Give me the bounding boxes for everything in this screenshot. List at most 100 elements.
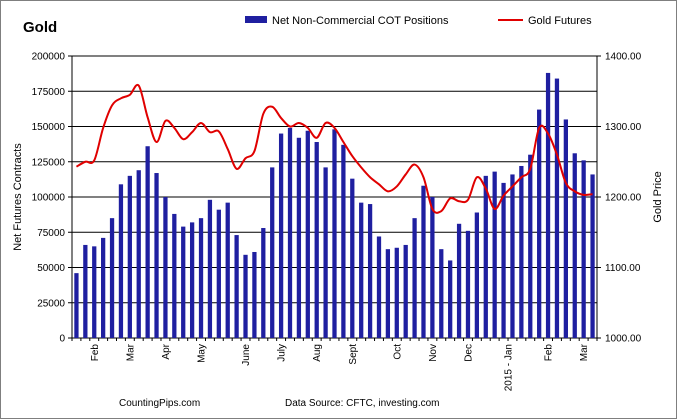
y-left-tick-label: 125000 — [32, 157, 66, 168]
chart-title: Gold — [23, 19, 57, 36]
x-month-label: July — [277, 344, 288, 362]
cot-bar — [412, 218, 417, 338]
cot-bar — [172, 213, 177, 338]
y-axis-right: 1000.00 1100.00 1200.00 1300.00 1400.00 — [597, 52, 642, 345]
cot-bar — [350, 178, 355, 338]
cot-bar — [109, 218, 115, 338]
cot-bar — [118, 184, 124, 338]
x-month-label: Dec — [463, 344, 474, 362]
cot-bar — [341, 144, 346, 338]
cot-bar — [287, 127, 293, 338]
cot-bar — [581, 160, 586, 338]
cot-bar — [376, 236, 382, 338]
gold-price-line — [75, 83, 593, 214]
cot-bar — [278, 133, 284, 338]
cot-bar — [243, 254, 248, 338]
cot-bar — [181, 226, 186, 338]
cot-bar — [270, 167, 275, 338]
cot-bar — [545, 72, 551, 339]
y-left-tick-label: 75000 — [37, 228, 65, 239]
cot-bar — [261, 228, 266, 338]
y-axis-left-title: Net Futures Contracts — [12, 143, 24, 251]
cot-bar — [92, 246, 97, 338]
footer-source: Data Source: CFTC, investing.com — [285, 398, 440, 409]
x-month-label: June — [241, 344, 252, 366]
cot-bar — [314, 142, 319, 338]
x-month-label: Nov — [428, 344, 439, 362]
y-axis-right-title: Gold Price — [652, 171, 664, 222]
cot-bar — [305, 130, 310, 338]
cot-bar — [465, 230, 471, 338]
cot-bar — [145, 146, 150, 338]
x-month-label: Mar — [579, 343, 590, 361]
cot-bars — [74, 72, 595, 339]
cot-bar — [154, 173, 159, 338]
y-left-tick-label: 100000 — [32, 193, 66, 204]
x-month-label: Apr — [161, 343, 172, 359]
cot-bar — [510, 174, 515, 338]
y-right-tick-label: 1300.00 — [605, 122, 642, 133]
cot-bar — [554, 78, 560, 338]
cot-bar — [394, 247, 399, 338]
x-month-label: May — [197, 344, 208, 363]
legend: Net Non-Commercial COT Positions Gold Fu… — [245, 15, 592, 27]
cot-bar — [225, 202, 230, 338]
cot-bar — [163, 197, 168, 338]
cot-bar — [74, 273, 79, 338]
x-month-label: Mar — [125, 343, 136, 361]
cot-bar — [590, 174, 595, 338]
cot-bar — [501, 182, 506, 338]
cot-bar — [252, 251, 257, 338]
cot-bar — [448, 260, 453, 338]
legend-line-label: Gold Futures — [528, 15, 592, 27]
cot-bar — [332, 129, 337, 338]
y-right-tick-label: 1000.00 — [605, 334, 642, 345]
x-month-label: Feb — [90, 344, 101, 362]
x-month-label: Aug — [312, 344, 323, 362]
y-right-tick-label: 1100.00 — [605, 263, 641, 274]
legend-bars-swatch — [245, 16, 267, 23]
cot-bar — [367, 204, 373, 338]
cot-bar — [403, 244, 408, 338]
y-right-tick-label: 1400.00 — [605, 52, 642, 63]
y-left-tick-label: 200000 — [32, 52, 66, 63]
cot-bar — [563, 119, 568, 338]
cot-bar — [385, 249, 391, 338]
cot-bar — [572, 153, 577, 338]
cot-bar — [474, 212, 480, 338]
y-left-tick-label: 0 — [59, 334, 65, 345]
cot-bar — [189, 222, 195, 338]
x-month-label: Sept — [348, 344, 359, 365]
cot-bar — [198, 218, 204, 338]
cot-bar — [207, 199, 213, 338]
x-month-label: 2015 - Jan — [504, 344, 515, 391]
cot-bar — [127, 175, 132, 338]
x-month-label: Oct — [392, 344, 403, 360]
x-month-label: Feb — [544, 344, 555, 362]
cot-bar — [359, 202, 364, 338]
cot-bar — [483, 175, 488, 338]
y-axis-left: 0 25000 50000 75000 100000 125000 150000 175000… — [32, 52, 72, 345]
cot-bar — [216, 209, 221, 338]
x-axis: Feb Mar Apr May June July Aug Sept Oct Nov Dec 2015… — [71, 338, 598, 391]
cot-bar — [234, 235, 239, 338]
cot-bar — [323, 167, 328, 338]
y-left-tick-label: 50000 — [37, 263, 65, 274]
cot-bar — [101, 237, 106, 338]
cot-bar — [528, 154, 533, 338]
legend-bars-label: Net Non-Commercial COT Positions — [272, 15, 449, 27]
gold-price-path — [75, 83, 593, 214]
cot-bar — [537, 109, 542, 338]
footer-site: CountingPips.com — [119, 398, 200, 409]
cot-bar — [439, 249, 444, 338]
cot-bar — [492, 171, 497, 338]
y-right-tick-label: 1200.00 — [605, 193, 642, 204]
cot-bar — [456, 223, 462, 338]
cot-bar — [519, 165, 524, 338]
y-left-tick-label: 25000 — [37, 298, 65, 309]
cot-bar — [296, 137, 302, 338]
cot-bar — [430, 197, 435, 338]
cot-bar — [421, 185, 426, 338]
